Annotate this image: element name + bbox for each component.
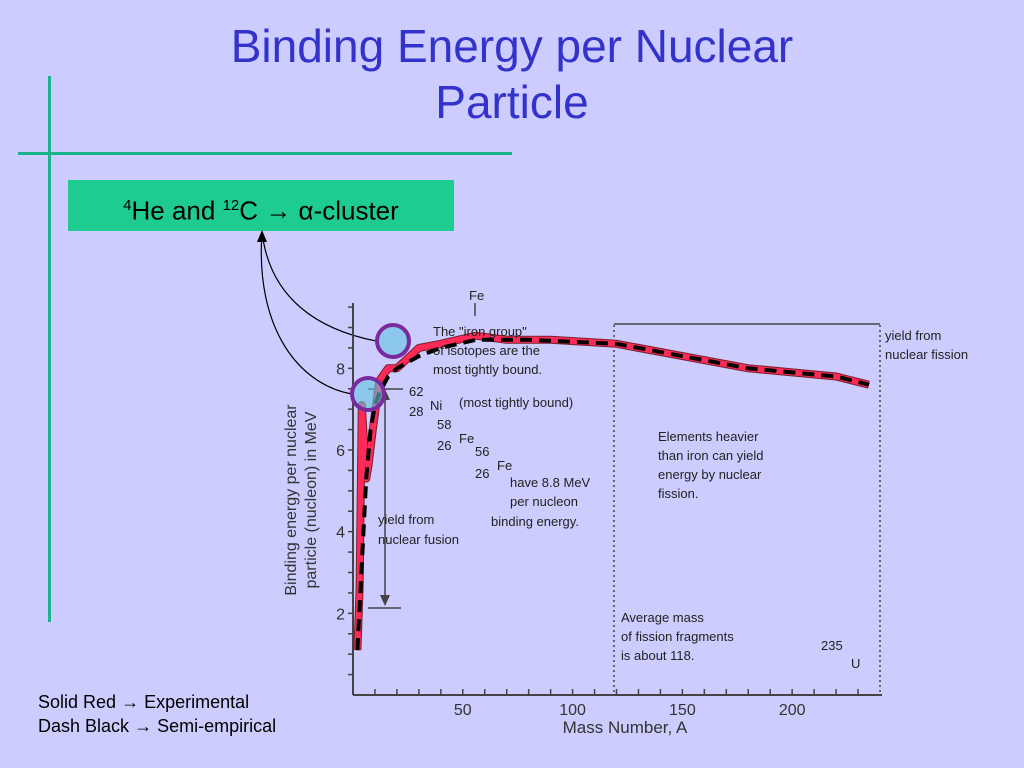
legend: Solid Red → Experimental Dash Black → Se…	[38, 690, 276, 738]
iron-group-line-3: most tightly bound.	[433, 362, 542, 377]
alpha-cluster-callout: 4He and 12C → α-cluster	[68, 180, 454, 231]
x-tick-label: 150	[669, 702, 696, 719]
pointer-arrowhead	[257, 230, 267, 242]
fusion-line-2: nuclear fusion	[378, 532, 459, 547]
legend-solid-red: Solid Red	[38, 692, 117, 712]
x-tick-label: 50	[454, 702, 472, 719]
fe-note-line-3: binding energy.	[491, 514, 579, 529]
iron-group-line-2: of isotopes are the	[433, 343, 540, 358]
ni-symbol: Ni	[430, 398, 442, 413]
fe58-mass-number: 58	[437, 417, 451, 432]
x-tick-label: 100	[559, 702, 586, 719]
avg-mass-line-1: Average mass	[621, 610, 704, 625]
ni-mass-number: 62	[409, 384, 423, 399]
alpha-cluster-circle-c12	[375, 323, 411, 359]
pointer-arrow-lower	[260, 231, 353, 395]
legend-semi-empirical-label: Semi-empirical	[157, 716, 277, 736]
decorative-vertical-line	[48, 76, 51, 622]
slide-title: Binding Energy per Nuclear Particle	[0, 18, 1024, 130]
fe58-atomic-number: 26	[437, 438, 451, 453]
he-label: He and	[131, 195, 216, 226]
y-tick-label: 4	[336, 525, 345, 542]
avg-mass-line-3: is about 118.	[621, 648, 694, 663]
he-mass-number: 4	[123, 197, 132, 214]
heavier-line-4: fission.	[658, 486, 698, 501]
y-tick-label: 2	[336, 606, 345, 623]
pointer-arrow-upper	[261, 231, 377, 342]
alpha-cluster-circle-he4	[350, 376, 386, 412]
heavier-line-3: energy by nuclear	[658, 467, 762, 482]
fusion-arrowhead-bottom	[380, 595, 390, 606]
fe56-symbol: Fe	[497, 458, 512, 473]
decorative-horizontal-line	[18, 152, 512, 155]
x-axis-label: Mass Number, A	[563, 718, 688, 737]
y-tick-label: 8	[336, 361, 345, 378]
c-label: C	[239, 195, 259, 226]
alpha-symbol: α	[298, 195, 314, 226]
right-arrow-icon: →	[265, 195, 292, 226]
cluster-label: -cluster	[313, 195, 399, 226]
y-axis-label-line-1: Binding energy per nuclear	[283, 404, 300, 596]
title-line-1: Binding Energy per Nuclear	[230, 20, 794, 72]
series-experimental-shadow	[353, 331, 870, 651]
legend-experimental-label: Experimental	[144, 692, 250, 712]
fe56-mass-number: 56	[475, 444, 489, 459]
c-mass-number: 12	[222, 197, 240, 214]
ni-note: (most tightly bound)	[459, 395, 573, 410]
heavier-line-1: Elements heavier	[658, 429, 759, 444]
title-line-2: Particle	[435, 76, 589, 128]
series-experimental	[354, 332, 870, 651]
fusion-line-1: yield from	[378, 512, 434, 527]
y-tick-label: 6	[336, 443, 345, 460]
iron-group-line-1: The "iron group"	[433, 324, 527, 339]
x-tick-label: 200	[779, 702, 806, 719]
right-arrow-icon: →	[121, 692, 140, 712]
ni-atomic-number: 28	[409, 404, 423, 419]
y-axis-label-line-2: particle (nucleon) in MeV	[303, 411, 320, 588]
fe-note-line-2: per nucleon	[510, 494, 578, 509]
legend-semi-empirical: Dash Black → Semi-empirical	[38, 714, 276, 738]
u235-symbol: U	[851, 656, 860, 671]
fe56-atomic-number: 26	[475, 466, 489, 481]
fe-peak-label: Fe	[469, 288, 484, 303]
legend-experimental: Solid Red → Experimental	[38, 690, 276, 714]
right-arrow-icon: →	[134, 716, 153, 736]
heavier-line-2: than iron can yield	[658, 448, 764, 463]
avg-mass-line-2: of fission fragments	[621, 629, 734, 644]
series-semi-empirical	[355, 337, 870, 651]
legend-dash-black: Dash Black	[38, 716, 130, 736]
fission-line-1: yield from	[885, 328, 941, 343]
u235-mass-number: 235	[821, 638, 843, 653]
fe-note-line-1: have 8.8 MeV	[510, 475, 591, 490]
fe58-symbol: Fe	[459, 431, 474, 446]
fission-line-2: nuclear fission	[885, 347, 968, 362]
